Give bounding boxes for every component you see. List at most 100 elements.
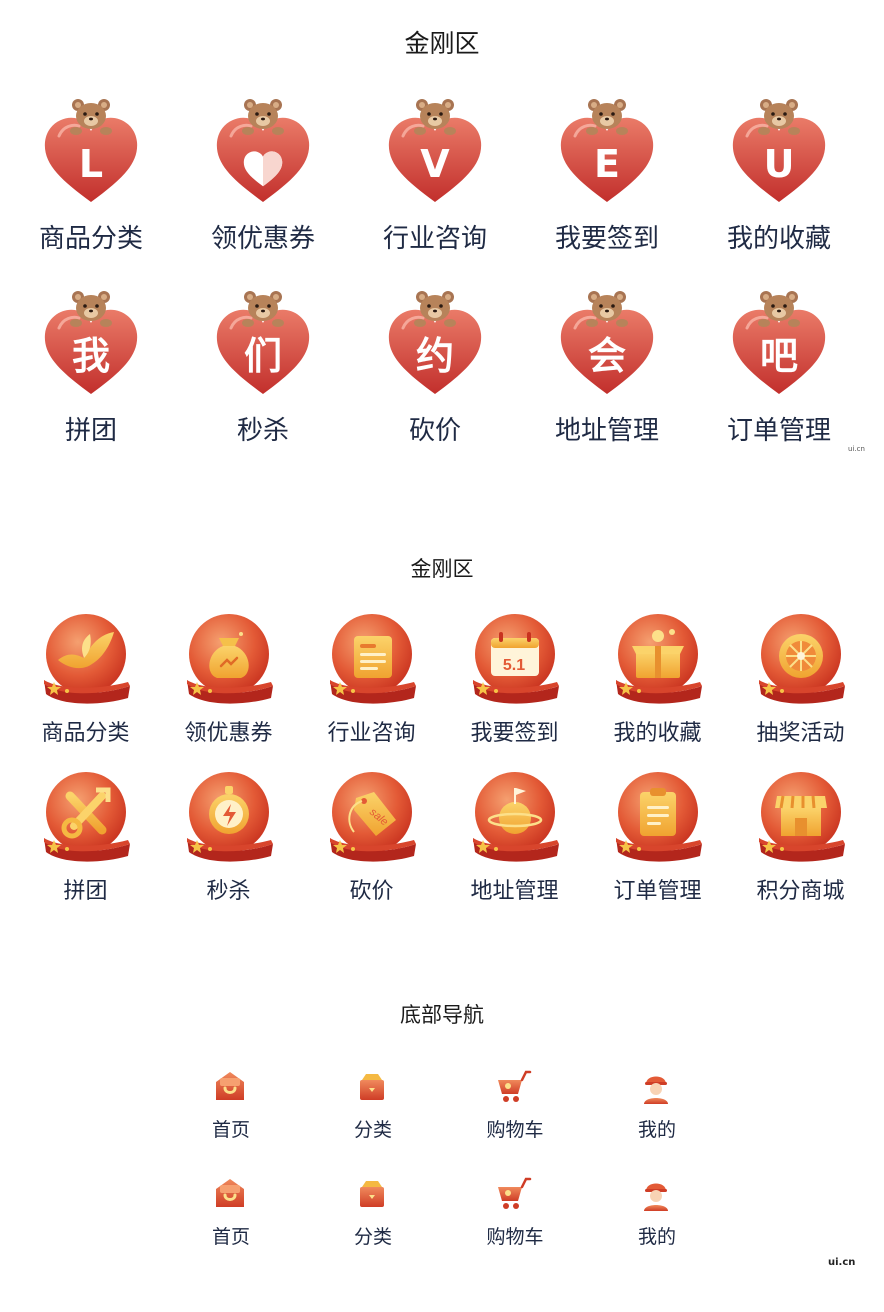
- bear-icon: [755, 288, 803, 328]
- nav-tab-label: 分类: [353, 1119, 392, 1141]
- heart-badge-icon: 我: [41, 288, 141, 398]
- heart-badge-icon: U: [729, 96, 829, 206]
- nav-tab-cart-alt[interactable]: 购物车: [444, 1167, 586, 1274]
- badge-item-product-category[interactable]: 商品分类: [14, 610, 157, 768]
- shop-icon: [755, 772, 847, 862]
- tools-icon: [40, 772, 132, 862]
- nav-tab-home[interactable]: 首页: [160, 1060, 302, 1167]
- bear-icon: [411, 96, 459, 136]
- heart-badge-icon: 约: [385, 288, 485, 398]
- badge-item-label: 抽奖活动: [756, 721, 845, 746]
- heart-item-orders[interactable]: 吧 订单管理: [693, 288, 865, 480]
- watermark-logo: ui.cn: [828, 1257, 856, 1268]
- badge-item-label: 地址管理: [470, 879, 559, 904]
- heart-item-label: 砍价: [408, 416, 461, 446]
- home-icon: [216, 1072, 244, 1100]
- bear-icon: [411, 288, 459, 328]
- heart-item-consulting[interactable]: V 行业咨询: [349, 96, 521, 288]
- heart-letter: 们: [243, 334, 282, 378]
- badge-item-label: 拼团: [63, 879, 108, 904]
- nav-tab-label: 首页: [211, 1226, 250, 1248]
- badge-item-label: 行业咨询: [327, 721, 416, 746]
- heart-badge-icon: 们: [213, 288, 313, 398]
- heart-item-label: 订单管理: [726, 416, 831, 446]
- nav-tab-category[interactable]: 分类: [302, 1060, 444, 1167]
- badge-item-address[interactable]: 地址管理: [443, 768, 586, 926]
- badge-item-coupons[interactable]: 领优惠券: [157, 610, 300, 768]
- badge-item-label: 砍价: [349, 879, 394, 904]
- cart-icon: [498, 1070, 532, 1102]
- section1-title: 金刚区: [404, 29, 480, 58]
- heart-badge-icon: [213, 96, 313, 206]
- badge-item-bargain[interactable]: sale 砍价: [300, 768, 443, 926]
- heart-item-favorites[interactable]: U 我的收藏: [693, 96, 865, 288]
- nav-tab-label: 我的: [637, 1119, 676, 1141]
- nav-tab-cart[interactable]: 购物车: [444, 1060, 586, 1167]
- bear-icon: [67, 96, 115, 136]
- heart-badge-icon: 吧: [729, 288, 829, 398]
- calendar-icon: 5.1: [469, 614, 561, 704]
- heart-item-checkin[interactable]: E 我要签到: [521, 96, 693, 288]
- badge-item-consulting[interactable]: 行业咨询: [300, 610, 443, 768]
- money-bag-icon: [183, 614, 275, 704]
- badge-item-points-mall[interactable]: 积分商城: [729, 768, 872, 926]
- nav-tab-label: 购物车: [486, 1226, 544, 1248]
- heart-item-label: 行业咨询: [382, 224, 487, 254]
- nav-tab-label: 购物车: [486, 1119, 544, 1141]
- bear-icon: [239, 96, 287, 136]
- heart-letter: 吧: [759, 334, 798, 378]
- nav-tab-label: 分类: [353, 1226, 392, 1248]
- heart-badge-icon: L: [41, 96, 141, 206]
- heart-item-coupons[interactable]: 领优惠券: [177, 96, 349, 288]
- badge-item-label: 商品分类: [41, 721, 130, 746]
- heart-badge-icon: E: [557, 96, 657, 206]
- heart-letter: E: [594, 142, 620, 186]
- heart-item-label: 我要签到: [554, 224, 659, 254]
- badge-icon-grid: 商品分类 领优惠券 行业咨询: [14, 610, 872, 926]
- heart-item-label: 我的收藏: [726, 224, 831, 254]
- heart-item-group-buy[interactable]: 我 拼团: [5, 288, 177, 480]
- badge-item-group-buy[interactable]: 拼团: [14, 768, 157, 926]
- badge-item-favorites[interactable]: 我的收藏: [586, 610, 729, 768]
- small-heart-icon: [243, 151, 283, 187]
- heart-icon-grid: L 商品分类 领优惠券 V 行业咨询 E 我要签到: [5, 96, 867, 480]
- planet-flag-icon: [469, 772, 561, 862]
- badge-item-orders[interactable]: 订单管理: [586, 768, 729, 926]
- category-box-icon: [360, 1074, 384, 1100]
- sale-tag-icon: sale: [326, 772, 418, 862]
- heart-item-label: 领优惠券: [210, 224, 315, 254]
- badge-item-lottery[interactable]: 抽奖活动: [729, 610, 872, 768]
- heart-item-bargain[interactable]: 约 砍价: [349, 288, 521, 480]
- heart-item-label: 秒杀: [236, 416, 289, 446]
- bottom-nav-grid: 首页 分类 购物车 我的: [160, 1060, 730, 1274]
- bear-icon: [67, 288, 115, 328]
- nav-tab-category-alt[interactable]: 分类: [302, 1167, 444, 1274]
- badge-item-label: 领优惠券: [184, 721, 273, 746]
- badge-item-flash-sale[interactable]: 秒杀: [157, 768, 300, 926]
- section3-title: 底部导航: [400, 1003, 484, 1027]
- heart-badge-icon: 会: [557, 288, 657, 398]
- bear-icon: [755, 96, 803, 136]
- profile-icon: [644, 1076, 668, 1104]
- gift-box-icon: [612, 614, 704, 704]
- heart-item-flash-sale[interactable]: 们 秒杀: [177, 288, 349, 480]
- calendar-date-text: 5.1: [503, 657, 525, 674]
- home-icon: [216, 1179, 244, 1207]
- badge-item-label: 秒杀: [206, 879, 251, 904]
- clipboard-icon: [612, 772, 704, 862]
- badge-item-label: 订单管理: [613, 879, 702, 904]
- badge-item-label: 我要签到: [470, 721, 559, 746]
- badge-item-label: 积分商城: [756, 879, 845, 904]
- nav-tab-profile-alt[interactable]: 我的: [586, 1167, 728, 1274]
- heart-item-product-category[interactable]: L 商品分类: [5, 96, 177, 288]
- heart-item-label: 地址管理: [554, 416, 659, 446]
- heart-letter: 我: [71, 334, 110, 378]
- prize-wheel-icon: [755, 614, 847, 704]
- cart-icon: [498, 1177, 532, 1209]
- heart-item-label: 商品分类: [38, 224, 143, 254]
- heart-letter: U: [763, 142, 795, 186]
- nav-tab-home-alt[interactable]: 首页: [160, 1167, 302, 1274]
- nav-tab-profile[interactable]: 我的: [586, 1060, 728, 1167]
- badge-item-checkin[interactable]: 5.1 我要签到: [443, 610, 586, 768]
- heart-item-address[interactable]: 会 地址管理: [521, 288, 693, 480]
